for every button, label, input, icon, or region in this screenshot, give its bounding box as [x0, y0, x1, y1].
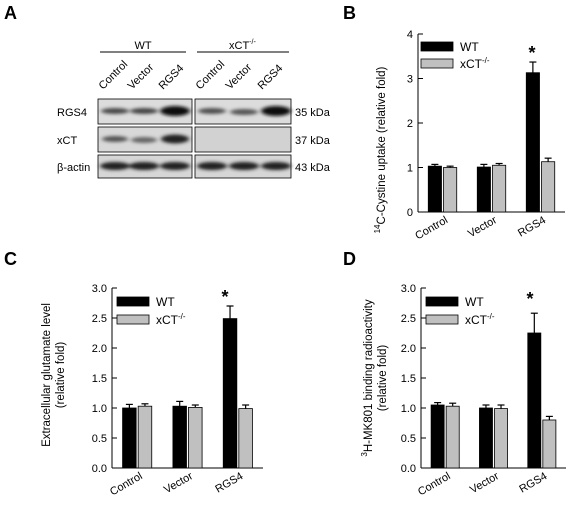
bar-ko	[137, 405, 153, 469]
bar-wt	[122, 407, 137, 469]
legend: WT xCT-/-	[420, 40, 490, 71]
blot-bands	[100, 106, 291, 170]
bar-ko	[494, 408, 508, 469]
legend-swatch-ko	[116, 314, 150, 325]
bar-ko	[541, 161, 556, 213]
x-tick-label: Control	[413, 214, 450, 242]
legend-swatch-wt	[425, 296, 459, 307]
bar-ko	[542, 419, 557, 469]
x-tick-label: Control	[416, 470, 453, 498]
y-tick-label: 1.5	[92, 373, 107, 385]
y-tick-label: 2.0	[401, 343, 416, 355]
lane-label: RGS4	[256, 62, 286, 92]
lane-label: RGS4	[157, 62, 187, 92]
y-tick-label: 0.0	[92, 463, 107, 475]
bar-ko	[188, 406, 203, 469]
y-tick-label: 0	[407, 207, 413, 219]
y-tick-label: 3.0	[92, 283, 107, 295]
kda-label: 37 kDa	[295, 135, 331, 147]
bar-wt	[476, 166, 491, 213]
bar-ko	[445, 405, 460, 469]
legend-label-ko: xCT-/-	[460, 56, 490, 71]
y-tick-label: 0.0	[401, 463, 416, 475]
legend: WT xCT-/-	[116, 295, 186, 327]
bar-wt	[222, 318, 238, 469]
blot-row-label: β-actin	[57, 162, 90, 174]
lane-label: Control	[97, 59, 131, 93]
significance-star: *	[528, 43, 535, 63]
legend-label-wt: WT	[156, 295, 175, 309]
bar-wt	[427, 165, 442, 213]
y-tick-label: 1	[407, 163, 413, 175]
bar-wt	[172, 405, 187, 469]
panel-letter-b: B	[343, 3, 356, 23]
y-tick-label: 3	[407, 74, 413, 86]
y-axis-title: 14C-Cystine uptake (relative fold)	[373, 66, 388, 233]
lane-label: Control	[194, 59, 228, 93]
bar-ko	[238, 408, 253, 469]
panel-c-chart: C Extracellular glutamate level (relative…	[4, 249, 263, 498]
legend-label-ko: xCT-/-	[156, 312, 186, 327]
panel-letter-a: A	[4, 3, 17, 23]
x-tick-label: Vector	[162, 470, 195, 496]
blot-row-label: RGS4	[57, 107, 87, 119]
y-axis-title: Extracellular glutamate level (relative f…	[41, 303, 67, 447]
y-tick-label: 2.5	[401, 313, 416, 325]
x-tick-label: RGS4	[516, 214, 548, 239]
wt-group-label: WT	[134, 40, 151, 52]
x-tick-label: Vector	[466, 214, 499, 240]
y-tick-label: 2.5	[92, 313, 107, 325]
bar-wt	[527, 332, 542, 469]
bar-ko	[443, 167, 458, 213]
x-tick-label: Vector	[468, 470, 501, 496]
x-tick-label: RGS4	[213, 470, 245, 495]
legend-label-ko: xCT-/-	[465, 312, 495, 327]
y-tick-label: 1.0	[92, 403, 107, 415]
y-tick-label: 3.0	[401, 283, 416, 295]
panel-d-chart: D 3H-MK801 binding radioactivity (relativ…	[343, 249, 566, 498]
bar-ko	[492, 164, 507, 213]
kda-label: 43 kDa	[295, 162, 331, 174]
ko-group-label: xCT-/-	[229, 39, 256, 52]
legend-swatch-wt	[116, 296, 150, 307]
legend-swatch-ko	[420, 58, 454, 69]
legend: WT xCT-/-	[425, 295, 495, 327]
legend-label-wt: WT	[465, 295, 484, 309]
y-tick-label: 1.5	[401, 373, 416, 385]
y-tick-label: 2	[407, 118, 413, 130]
y-tick-label: 0.5	[401, 433, 416, 445]
bar-wt	[430, 404, 445, 469]
y-tick-label: 0.5	[92, 433, 107, 445]
lane-label: Vector	[224, 61, 255, 92]
bar-wt	[479, 407, 493, 469]
x-tick-label: RGS4	[517, 470, 549, 495]
panel-a: A WT xCT-/- Control Vector RGS4 Control …	[4, 3, 331, 179]
y-axis-title: 3H-MK801 binding radioactivity (relative …	[360, 299, 389, 456]
panel-b-chart: B 14C-Cystine uptake (relative fold) WT …	[343, 3, 565, 242]
panel-letter-c: C	[4, 249, 17, 269]
legend-swatch-wt	[420, 41, 454, 52]
significance-star: *	[221, 287, 228, 307]
kda-label: 35 kDa	[295, 107, 331, 119]
legend-label-wt: WT	[460, 40, 479, 54]
legend-swatch-ko	[425, 314, 459, 325]
y-tick-label: 2.0	[92, 343, 107, 355]
bar-wt	[525, 72, 540, 213]
panel-letter-d: D	[343, 249, 356, 269]
y-tick-label: 4	[407, 29, 413, 41]
y-tick-label: 1.0	[401, 403, 416, 415]
significance-star: *	[526, 289, 533, 309]
lane-label: Vector	[126, 61, 157, 92]
x-tick-label: Control	[108, 470, 145, 498]
blot-row-label: xCT	[57, 135, 77, 147]
